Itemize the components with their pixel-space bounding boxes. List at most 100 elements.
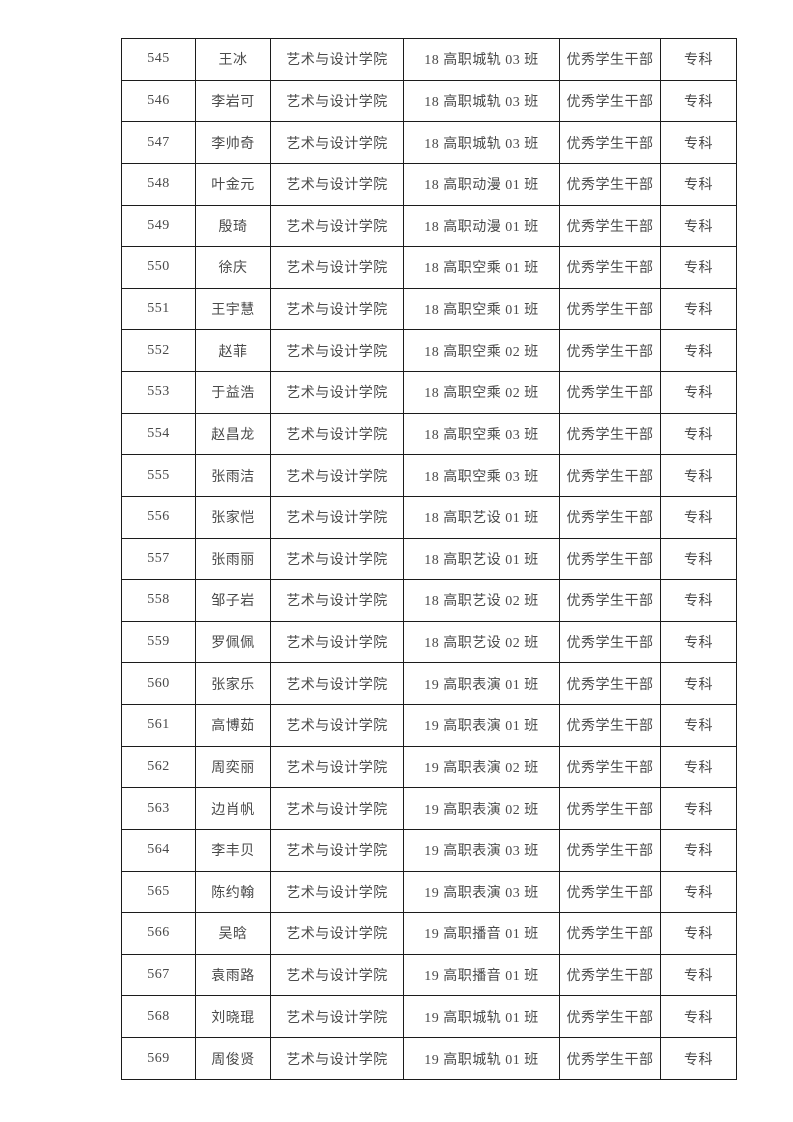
cell-college: 艺术与设计学院	[270, 995, 404, 1038]
cell-award: 优秀学生干部	[559, 371, 661, 414]
table-row: 568 刘晓琨 艺术与设计学院 19 高职城轨 01 班优秀学生干部 专科	[121, 995, 737, 1038]
cell-no: 567	[121, 953, 196, 997]
table-row: 562 周奕丽 艺术与设计学院 19 高职表演 02 班优秀学生干部 专科	[121, 745, 737, 789]
cell-no: 562	[121, 745, 196, 789]
cell-college: 艺术与设计学院	[270, 662, 404, 705]
cell-level: 专科	[660, 204, 737, 248]
table-row: 559 罗佩佩 艺术与设计学院 18 高职艺设 02 班优秀学生干部 专科	[121, 620, 737, 664]
cell-no: 563	[121, 787, 196, 830]
cell-college: 艺术与设计学院	[270, 787, 404, 830]
cell-level: 专科	[660, 537, 737, 581]
cell-award: 优秀学生干部	[559, 162, 661, 206]
cell-name: 李丰贝	[195, 828, 271, 872]
cell-name: 殷琦	[195, 204, 271, 248]
cell-no: 553	[121, 371, 196, 414]
cell-class_name: 18 高职空乘 01 班	[403, 246, 560, 289]
cell-college: 艺术与设计学院	[270, 745, 404, 789]
cell-level: 专科	[660, 371, 737, 414]
table-row: 546 李岩可 艺术与设计学院 18 高职城轨 03 班优秀学生干部 专科	[121, 79, 737, 123]
cell-no: 551	[121, 287, 196, 331]
cell-no: 569	[121, 1037, 196, 1080]
table-row: 549 殷琦 艺术与设计学院 18 高职动漫 01 班优秀学生干部 专科	[121, 204, 737, 248]
table-row: 550 徐庆 艺术与设计学院 18 高职空乘 01 班优秀学生干部 专科	[121, 246, 737, 289]
cell-class_name: 18 高职城轨 03 班	[403, 79, 560, 123]
cell-class_name: 19 高职播音 01 班	[403, 953, 560, 997]
cell-no: 568	[121, 995, 196, 1038]
cell-level: 专科	[660, 329, 737, 372]
table-row: 569 周俊贤 艺术与设计学院 19 高职城轨 01 班优秀学生干部 专科	[121, 1037, 737, 1080]
table-row: 558 邹子岩 艺术与设计学院 18 高职艺设 02 班优秀学生干部 专科	[121, 579, 737, 622]
cell-level: 专科	[660, 579, 737, 622]
cell-class_name: 18 高职城轨 03 班	[403, 38, 560, 81]
cell-college: 艺术与设计学院	[270, 329, 404, 372]
cell-level: 专科	[660, 912, 737, 955]
cell-level: 专科	[660, 662, 737, 705]
cell-class_name: 19 高职播音 01 班	[403, 912, 560, 955]
cell-level: 专科	[660, 1037, 737, 1080]
cell-award: 优秀学生干部	[559, 287, 661, 331]
cell-college: 艺术与设计学院	[270, 579, 404, 622]
student-award-table-body: 545 王冰 艺术与设计学院 18 高职城轨 03 班优秀学生干部 专科 546 李岩可 艺术…	[121, 38, 737, 1080]
cell-level: 专科	[660, 620, 737, 664]
cell-level: 专科	[660, 953, 737, 997]
cell-level: 专科	[660, 121, 737, 164]
cell-name: 叶金元	[195, 162, 271, 206]
cell-no: 552	[121, 329, 196, 372]
table-row: 566 吴晗 艺术与设计学院 19 高职播音 01 班优秀学生干部 专科	[121, 912, 737, 955]
cell-name: 边肖帆	[195, 787, 271, 830]
cell-class_name: 18 高职空乘 02 班	[403, 371, 560, 414]
cell-no: 555	[121, 454, 196, 497]
cell-no: 565	[121, 870, 196, 914]
cell-name: 张雨丽	[195, 537, 271, 581]
cell-college: 艺术与设计学院	[270, 38, 404, 81]
cell-name: 王冰	[195, 38, 271, 81]
cell-level: 专科	[660, 287, 737, 331]
cell-college: 艺术与设计学院	[270, 537, 404, 581]
cell-name: 张雨洁	[195, 454, 271, 497]
table-row: 555 张雨洁 艺术与设计学院 18 高职空乘 03 班优秀学生干部 专科	[121, 454, 737, 497]
cell-college: 艺术与设计学院	[270, 828, 404, 872]
cell-name: 罗佩佩	[195, 620, 271, 664]
cell-award: 优秀学生干部	[559, 121, 661, 164]
cell-college: 艺术与设计学院	[270, 953, 404, 997]
cell-name: 吴晗	[195, 912, 271, 955]
table-row: 553 于益浩 艺术与设计学院 18 高职空乘 02 班优秀学生干部 专科	[121, 371, 737, 414]
cell-no: 549	[121, 204, 196, 248]
cell-name: 周奕丽	[195, 745, 271, 789]
cell-level: 专科	[660, 79, 737, 123]
cell-no: 554	[121, 412, 196, 456]
cell-award: 优秀学生干部	[559, 79, 661, 123]
cell-class_name: 19 高职表演 02 班	[403, 745, 560, 789]
cell-no: 561	[121, 704, 196, 747]
cell-college: 艺术与设计学院	[270, 371, 404, 414]
cell-name: 陈约翰	[195, 870, 271, 914]
cell-level: 专科	[660, 38, 737, 81]
cell-college: 艺术与设计学院	[270, 162, 404, 206]
table-row: 567 袁雨路 艺术与设计学院 19 高职播音 01 班优秀学生干部 专科	[121, 953, 737, 997]
cell-college: 艺术与设计学院	[270, 704, 404, 747]
cell-award: 优秀学生干部	[559, 454, 661, 497]
cell-class_name: 18 高职城轨 03 班	[403, 121, 560, 164]
cell-award: 优秀学生干部	[559, 620, 661, 664]
cell-name: 张家恺	[195, 495, 271, 539]
cell-college: 艺术与设计学院	[270, 912, 404, 955]
cell-no: 548	[121, 162, 196, 206]
cell-class_name: 18 高职动漫 01 班	[403, 162, 560, 206]
cell-award: 优秀学生干部	[559, 745, 661, 789]
cell-name: 王宇慧	[195, 287, 271, 331]
cell-award: 优秀学生干部	[559, 1037, 661, 1080]
cell-level: 专科	[660, 704, 737, 747]
cell-award: 优秀学生干部	[559, 204, 661, 248]
cell-award: 优秀学生干部	[559, 329, 661, 372]
cell-award: 优秀学生干部	[559, 579, 661, 622]
table-row: 551 王宇慧 艺术与设计学院 18 高职空乘 01 班优秀学生干部 专科	[121, 287, 737, 331]
cell-name: 张家乐	[195, 662, 271, 705]
cell-name: 于益浩	[195, 371, 271, 414]
cell-class_name: 18 高职艺设 01 班	[403, 537, 560, 581]
cell-award: 优秀学生干部	[559, 537, 661, 581]
table-row: 563 边肖帆 艺术与设计学院 19 高职表演 02 班优秀学生干部 专科	[121, 787, 737, 830]
cell-no: 559	[121, 620, 196, 664]
cell-name: 赵菲	[195, 329, 271, 372]
cell-award: 优秀学生干部	[559, 953, 661, 997]
